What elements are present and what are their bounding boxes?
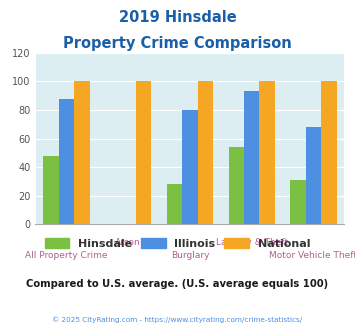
Text: Larceny & Theft: Larceny & Theft [215,238,288,247]
Bar [306,127,321,224]
Legend: Hinsdale, Illinois, National: Hinsdale, Illinois, National [42,234,313,252]
Bar [198,82,213,224]
Text: 2019 Hinsdale: 2019 Hinsdale [119,10,236,25]
Bar [244,91,260,224]
Bar [136,82,151,224]
Bar [74,82,89,224]
Text: All Property Crime: All Property Crime [25,251,108,260]
Bar [260,82,275,224]
Text: Property Crime Comparison: Property Crime Comparison [63,36,292,51]
Text: Motor Vehicle Theft: Motor Vehicle Theft [269,251,355,260]
Bar [59,99,74,224]
Bar [167,184,182,224]
Text: Burglary: Burglary [171,251,209,260]
Text: © 2025 CityRating.com - https://www.cityrating.com/crime-statistics/: © 2025 CityRating.com - https://www.city… [53,317,302,323]
Bar [43,156,59,224]
Bar [321,82,337,224]
Text: Compared to U.S. average. (U.S. average equals 100): Compared to U.S. average. (U.S. average … [26,279,329,289]
Text: Arson: Arson [115,238,141,247]
Bar [290,180,306,224]
Bar [182,110,198,224]
Bar [229,147,244,224]
